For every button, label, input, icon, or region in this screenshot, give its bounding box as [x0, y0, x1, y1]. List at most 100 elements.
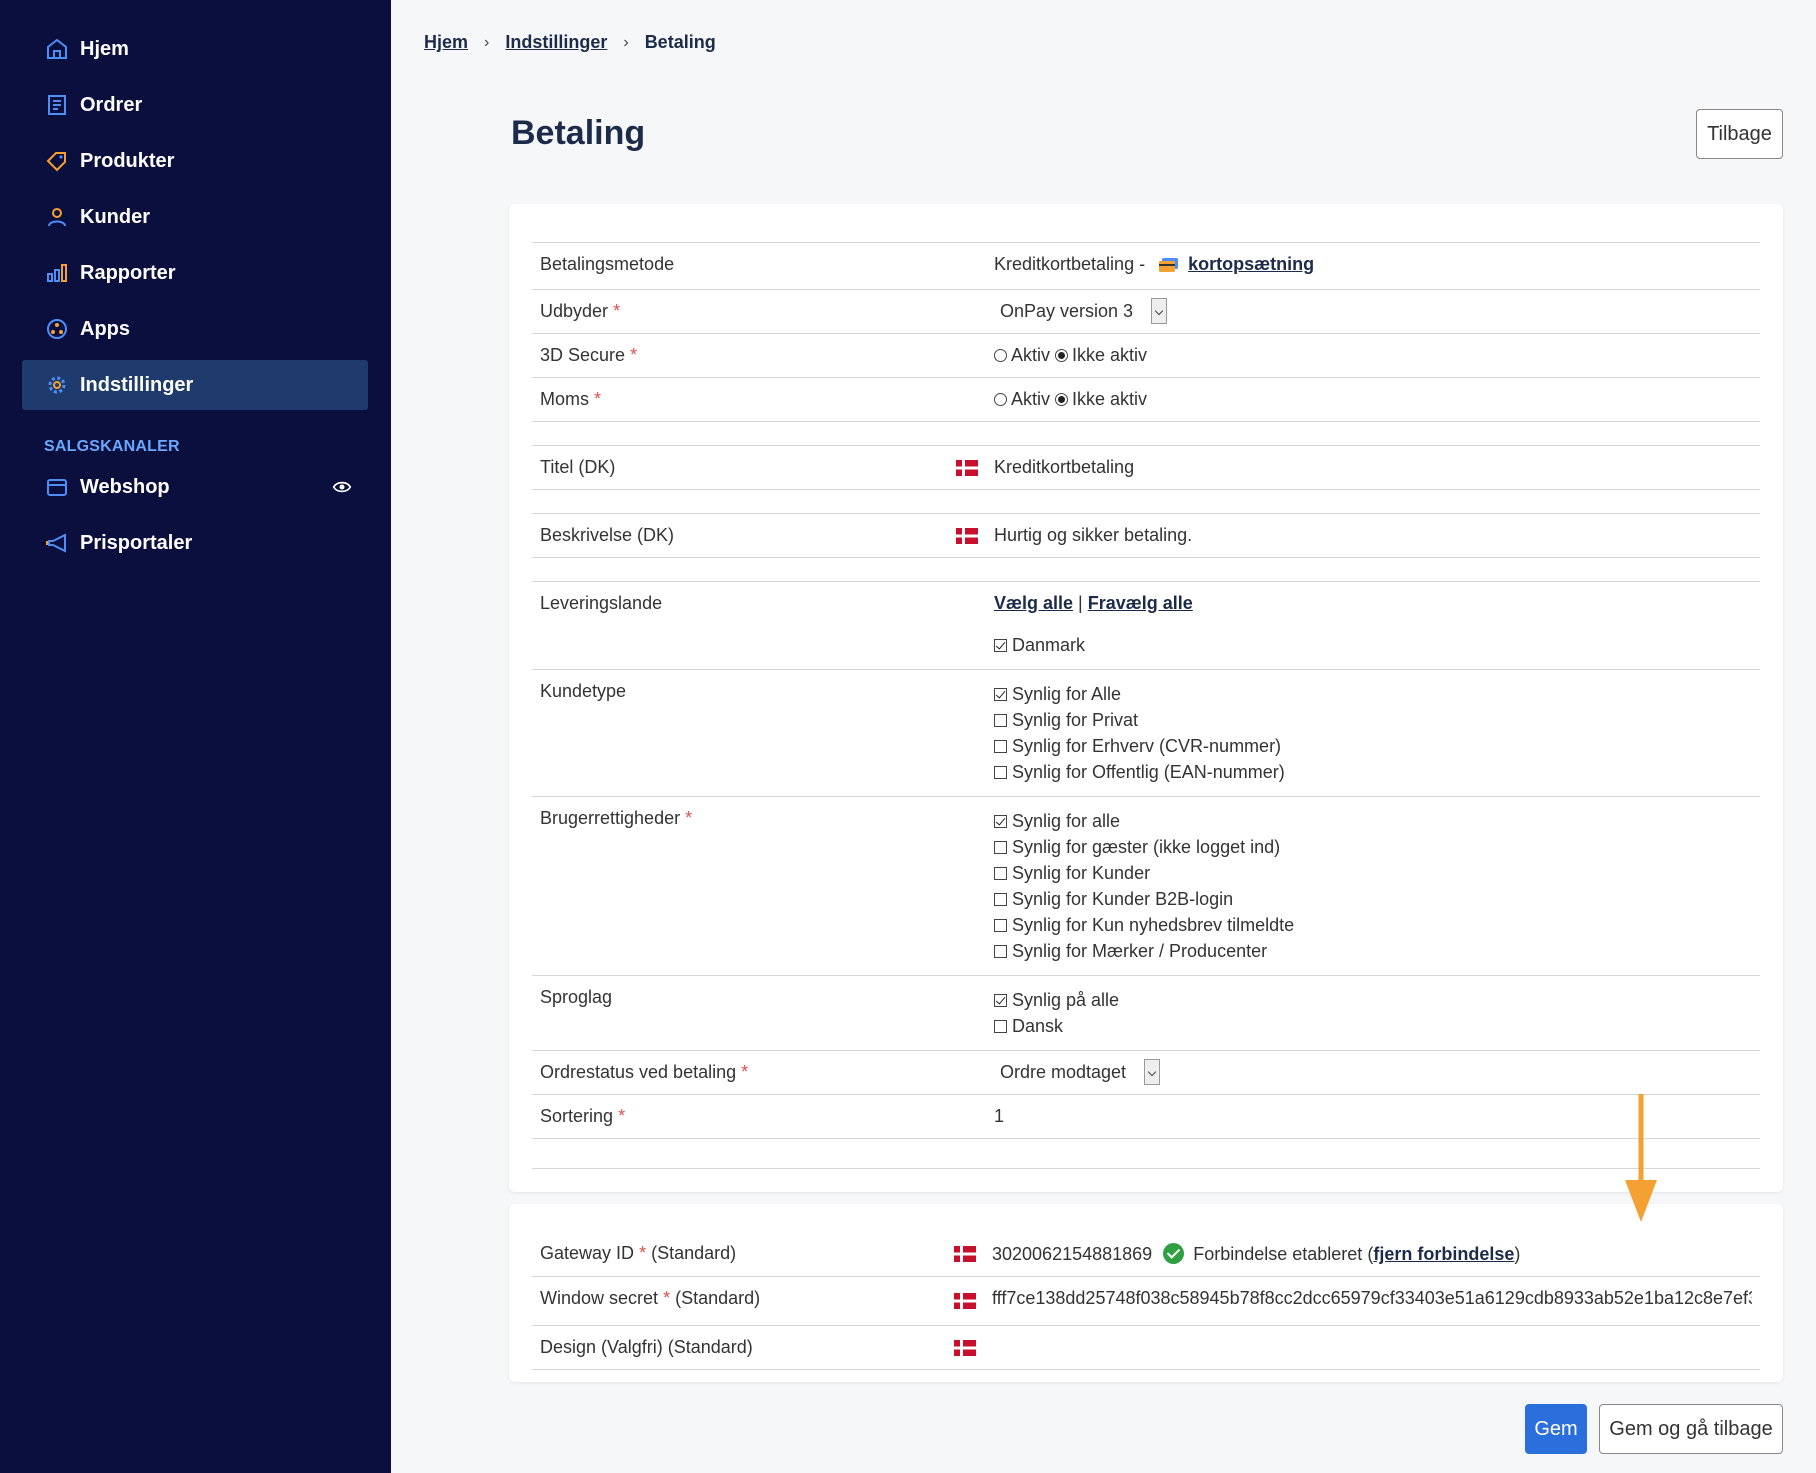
checkbox-label: Dansk — [1012, 1016, 1064, 1036]
paren-close: ) — [1514, 1244, 1521, 1264]
gateway-table: Gateway ID * (Standard) 3020062154881869… — [532, 1232, 1760, 1370]
design-field[interactable] — [984, 1325, 1760, 1370]
checkbox-label: Synlig for Mærker / Producenter — [1012, 941, 1268, 961]
radio-label: Ikke aktiv — [1072, 345, 1148, 365]
card-setup-link[interactable]: kortopsætning — [1188, 254, 1315, 274]
sidebar-item-label: Rapporter — [80, 261, 176, 284]
customer-type-checkbox[interactable] — [994, 766, 1007, 779]
3d-secure-inactive-radio[interactable] — [1055, 349, 1069, 362]
chevron-down-icon — [1144, 1059, 1161, 1085]
user-rights-checkbox[interactable] — [994, 841, 1007, 854]
deselect-all-link[interactable]: Fravælg alle — [1087, 593, 1193, 613]
back-button[interactable]: Tilbage — [1696, 109, 1783, 159]
sidebar-item-label: Indstillinger — [80, 373, 194, 396]
annotation-arrow-icon — [1625, 1094, 1657, 1222]
row-label: Betalingsmetode — [532, 242, 986, 290]
remove-connection-link[interactable]: fjern forbindelse — [1373, 1244, 1515, 1264]
danish-flag-icon — [956, 527, 978, 544]
sorting-value[interactable]: 1 — [986, 1094, 1760, 1139]
user-rights-checkbox[interactable] — [994, 945, 1007, 958]
checkbox-label: Synlig for Kunder B2B-login — [1012, 889, 1234, 909]
form-row-description: Beskrivelse (DK) Hurtig og sikker betali… — [532, 513, 1760, 558]
card-icon — [1158, 257, 1180, 278]
main-content: Hjem › Indstillinger › Betaling Betaling… — [391, 0, 1816, 1473]
sidebar-item-ordrer[interactable]: Ordrer — [22, 80, 368, 130]
row-label: Design (Valgfri) (Standard) — [540, 1337, 753, 1357]
apps-icon — [44, 316, 70, 342]
vat-inactive-radio[interactable] — [1055, 393, 1069, 406]
radio-label: Aktiv — [1011, 345, 1051, 365]
danish-flag-icon — [954, 1293, 976, 1309]
order-status-select[interactable]: Ordre modtaget — [994, 1059, 1161, 1085]
checkbox-label: Synlig for Erhverv (CVR-nummer) — [1012, 736, 1282, 756]
checkbox-label: Synlig for gæster (ikke logget ind) — [1012, 837, 1281, 857]
form-row-payment-method: Betalingsmetode Kreditkortbetaling - kor… — [532, 242, 1760, 290]
user-rights-checkbox[interactable] — [994, 867, 1007, 880]
checkbox-label: Synlig for alle — [1012, 811, 1121, 831]
language-checkbox[interactable] — [994, 1020, 1007, 1033]
sidebar-item-label: Prisportaler — [80, 531, 193, 554]
tag-icon — [44, 148, 70, 174]
form-row-gateway-id: Gateway ID * (Standard) 3020062154881869… — [532, 1232, 1760, 1277]
sidebar-item-indstillinger[interactable]: Indstillinger — [22, 360, 368, 410]
paren-open: ( — [1367, 1244, 1374, 1264]
settings-table: Betalingsmetode Kreditkortbetaling - kor… — [532, 242, 1760, 1169]
sidebar-item-apps[interactable]: Apps — [22, 304, 368, 354]
user-rights-checkbox[interactable] — [994, 919, 1007, 932]
checkbox-label: Synlig for Privat — [1012, 710, 1139, 730]
form-row-provider: Udbyder * OnPay version 3 — [532, 289, 1760, 334]
provider-select[interactable]: OnPay version 3 — [994, 298, 1168, 324]
eye-icon[interactable] — [330, 475, 354, 499]
row-label-suffix: (Standard) — [651, 1243, 737, 1263]
gateway-id-value[interactable]: 3020062154881869 — [992, 1244, 1153, 1264]
3d-secure-active-radio[interactable] — [994, 349, 1007, 362]
check-circle-icon — [1163, 1243, 1185, 1264]
sidebar-item-label: Apps — [80, 317, 130, 340]
sidebar-item-produkter[interactable]: Produkter — [22, 136, 368, 186]
breadcrumb-settings-link[interactable]: Indstillinger — [505, 32, 608, 52]
gateway-card: Gateway ID * (Standard) 3020062154881869… — [509, 1204, 1783, 1382]
required-marker: * — [685, 808, 693, 828]
sidebar-item-kunder[interactable]: Kunder — [22, 192, 368, 242]
form-row-order-status: Ordrestatus ved betaling * Ordre modtage… — [532, 1050, 1760, 1095]
sidebar-item-hjem[interactable]: Hjem — [22, 24, 368, 74]
vat-active-radio[interactable] — [994, 393, 1007, 406]
language-checkbox[interactable] — [994, 994, 1007, 1007]
gear-icon — [44, 372, 70, 398]
required-marker: * — [594, 389, 602, 409]
breadcrumb-home-link[interactable]: Hjem — [424, 32, 469, 52]
country-checkbox[interactable] — [994, 639, 1007, 652]
save-and-back-button[interactable]: Gem og gå tilbage — [1599, 1404, 1783, 1454]
store-icon — [44, 474, 70, 500]
user-rights-checkbox[interactable] — [994, 815, 1007, 828]
connection-status: Forbindelse etableret — [1193, 1244, 1363, 1264]
user-rights-checkbox[interactable] — [994, 893, 1007, 906]
sidebar-item-prisportaler[interactable]: Prisportaler — [22, 518, 368, 568]
row-label: Kundetype — [532, 669, 986, 797]
bar-chart-icon — [44, 260, 70, 286]
page-title: Betaling — [511, 114, 646, 152]
required-marker: * — [630, 345, 638, 365]
sidebar-item-rapporter[interactable]: Rapporter — [22, 248, 368, 298]
customer-type-checkbox[interactable] — [994, 714, 1007, 727]
window-secret-field[interactable]: fff7ce138dd25748f038c58945b78f8cc2dcc659… — [992, 1288, 1752, 1308]
customer-type-checkbox[interactable] — [994, 688, 1007, 701]
danish-flag-icon — [954, 1339, 976, 1356]
description-value[interactable]: Hurtig og sikker betaling. — [986, 513, 1760, 558]
checkbox-label: Synlig for Alle — [1012, 684, 1122, 704]
form-row-language: Sproglag Synlig på alle Dansk — [532, 975, 1760, 1051]
select-all-link[interactable]: Vælg alle — [994, 593, 1074, 613]
sidebar-item-label: Webshop — [80, 475, 170, 498]
customer-type-checkbox[interactable] — [994, 740, 1007, 753]
save-button[interactable]: Gem — [1525, 1404, 1587, 1454]
form-row-title: Titel (DK) Kreditkortbetaling — [532, 445, 1760, 490]
row-label: Udbyder — [540, 301, 609, 321]
sidebar: Hjem Ordrer Produkter Kunder Rapporter A… — [0, 0, 391, 1473]
title-value[interactable]: Kreditkortbetaling — [986, 445, 1760, 490]
settings-card: Betalingsmetode Kreditkortbetaling - kor… — [509, 204, 1783, 1192]
user-icon — [44, 204, 70, 230]
row-label: Beskrivelse (DK) — [540, 525, 675, 545]
row-label: Gateway ID — [540, 1243, 635, 1263]
sidebar-item-webshop[interactable]: Webshop — [22, 462, 368, 512]
section-title-salgskanaler: SALGSKANALER — [44, 438, 180, 455]
